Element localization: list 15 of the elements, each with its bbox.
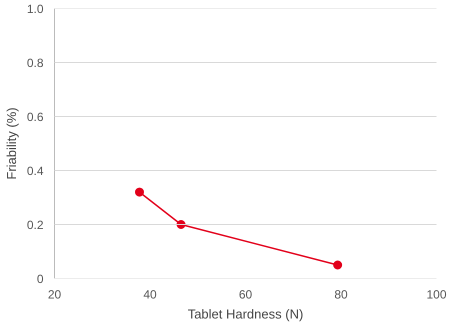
point — [333, 260, 342, 270]
y-tick-label: 0.8 — [26, 56, 44, 70]
point — [134, 188, 144, 197]
y-tick-label: 0.2 — [26, 218, 44, 232]
x-tick-label: 40 — [143, 288, 157, 302]
x-tick-label: 100 — [426, 288, 447, 302]
y-tick-label: 0 — [36, 272, 44, 286]
y-axis-title: Friability (%) — [4, 107, 19, 180]
x-tick-label: 60 — [238, 288, 252, 302]
x-axis-title: Tablet Hardness (N) — [188, 306, 304, 322]
y-tick-label: 0.4 — [26, 164, 44, 178]
y-tick-label: 1.0 — [26, 2, 44, 16]
y-tick-label: 0.6 — [26, 110, 44, 124]
x-tick-label: 20 — [48, 288, 62, 302]
x-tick-label: 80 — [334, 288, 348, 302]
